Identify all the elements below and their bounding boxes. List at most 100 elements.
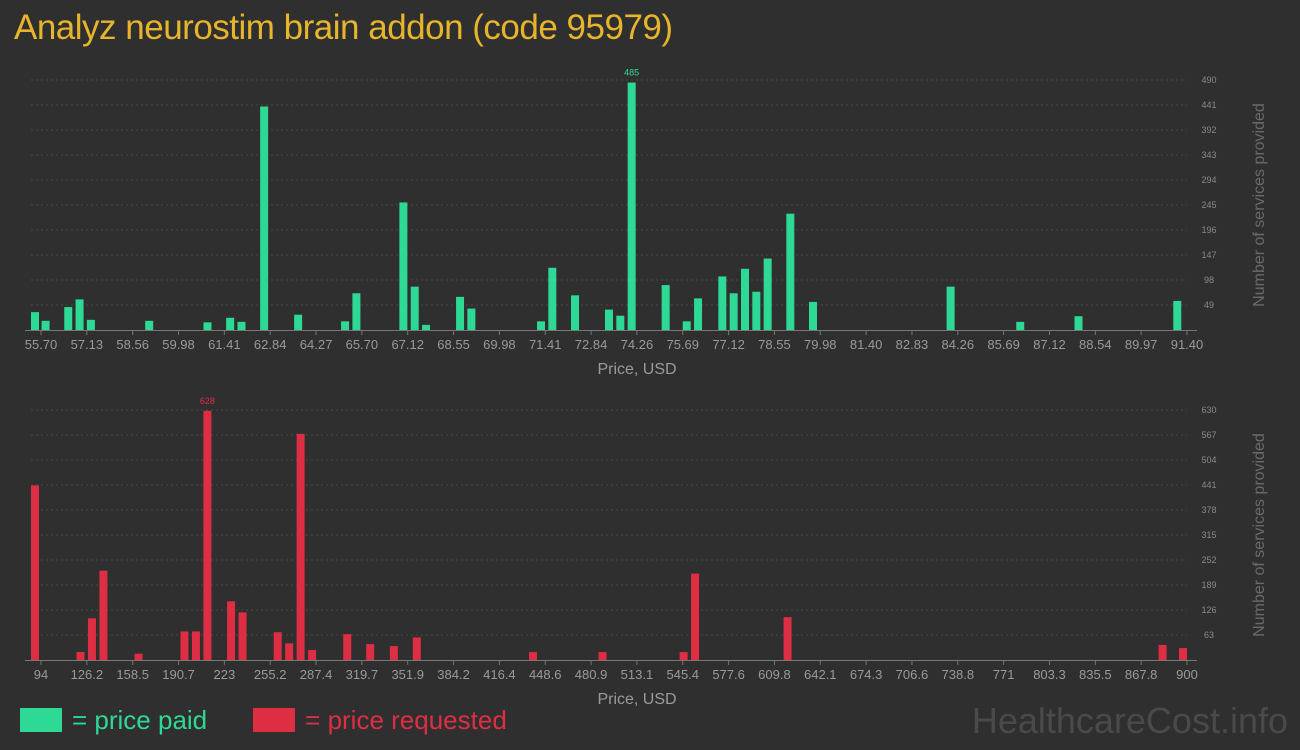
bar	[99, 570, 108, 660]
y-tick-label: 245	[1201, 200, 1216, 210]
x-tick-label: 79.98	[804, 337, 837, 352]
x-tick-label: 88.54	[1079, 337, 1112, 352]
x-tick-label: 65.70	[346, 337, 379, 352]
x-tick-label: 62.84	[254, 337, 287, 352]
x-tick-label: 319.7	[346, 667, 379, 682]
bar	[783, 617, 792, 660]
bar	[343, 634, 352, 660]
x-tick-label: 58.56	[116, 337, 149, 352]
bar	[691, 573, 700, 660]
x-tick-label: 61.41	[208, 337, 241, 352]
y-tick-label: 441	[1201, 480, 1216, 490]
x-tick-label: 81.40	[850, 337, 883, 352]
bar	[616, 315, 625, 330]
price-requested-chart: 63 126 189 252 315 378 441 504 567 630 94 126.2 158.…	[25, 396, 1268, 708]
bar	[237, 321, 246, 330]
x-tick-label: 77.12	[712, 337, 745, 352]
x-tick-label: 69.98	[483, 337, 516, 352]
x-tick-label: 126.2	[71, 667, 104, 682]
y-tick-label: 567	[1201, 430, 1216, 440]
x-tick-label: 867.8	[1125, 667, 1158, 682]
x-tick-label: 384.2	[437, 667, 470, 682]
bar	[134, 653, 143, 660]
x-tick-label: 609.8	[758, 667, 791, 682]
y-tick-label: 252	[1201, 555, 1216, 565]
bar	[661, 285, 670, 330]
legend-label-requested: = price requested	[305, 704, 507, 735]
bar	[366, 644, 375, 660]
y-tick-label: 392	[1201, 125, 1216, 135]
x-tick-label: 71.41	[529, 337, 562, 352]
x-tick-label: 577.6	[712, 667, 745, 682]
bar	[729, 293, 738, 330]
bar	[352, 293, 361, 330]
legend-item-paid: = price paid	[20, 705, 207, 736]
bar	[528, 652, 537, 660]
x-tick-label: 67.12	[391, 337, 424, 352]
x-tick-label: 55.70	[25, 337, 58, 352]
bar	[786, 213, 795, 330]
bar	[203, 410, 212, 660]
y-tick-label: 126	[1201, 605, 1216, 615]
bar	[456, 296, 465, 330]
y-tick-label: 490	[1201, 75, 1216, 85]
y-tick-label: 98	[1204, 275, 1214, 285]
legend-item-requested: = price requested	[253, 705, 507, 736]
legend: = price paid = price requested	[20, 702, 553, 738]
x-tick-label: 738.8	[942, 667, 975, 682]
bar	[389, 646, 398, 660]
x-tick-label: 91.40	[1171, 337, 1204, 352]
bar	[1173, 300, 1182, 330]
bar	[296, 433, 305, 660]
bar	[260, 106, 269, 330]
bar	[1016, 321, 1025, 330]
x-tick-label: 94	[34, 667, 48, 682]
x-tick-label: 642.1	[804, 667, 837, 682]
bar	[285, 643, 294, 660]
bar	[273, 632, 282, 660]
bar	[410, 286, 419, 330]
x-tick-label: 255.2	[254, 667, 287, 682]
x-axis-title: Price, USD	[597, 361, 676, 378]
bar	[75, 299, 84, 330]
x-tick-label: 75.69	[666, 337, 699, 352]
x-tick-label: 57.13	[71, 337, 104, 352]
bar	[946, 286, 955, 330]
x-tick-label: 89.97	[1125, 337, 1158, 352]
x-tick-label: 513.1	[621, 667, 654, 682]
bar	[752, 291, 761, 330]
bar	[294, 314, 303, 330]
bar	[682, 321, 691, 330]
x-tick-label: 74.26	[621, 337, 654, 352]
page-title: Analyz neurostim brain addon (code 95979…	[14, 8, 673, 47]
bar	[76, 652, 85, 660]
y-tick-label: 189	[1201, 580, 1216, 590]
bar	[809, 301, 817, 330]
watermark: HealthcareCost.info	[971, 700, 1288, 741]
legend-swatch-paid	[20, 708, 62, 732]
y-tick-label: 147	[1201, 250, 1216, 260]
x-tick-label: 416.4	[483, 667, 516, 682]
bar	[741, 268, 749, 330]
legend-label-paid: = price paid	[72, 704, 208, 735]
y-tick-label: 630	[1201, 405, 1216, 415]
y-tick-label: 504	[1201, 455, 1216, 465]
x-tick-label: 158.5	[116, 667, 149, 682]
bar	[64, 307, 73, 330]
x-tick-label: 545.4	[666, 667, 699, 682]
y-tick-label: 343	[1201, 150, 1216, 160]
bar	[87, 618, 96, 660]
bar	[145, 320, 154, 330]
bar	[341, 321, 350, 330]
bar	[694, 298, 703, 330]
y-axis-title: Number of services provided	[1251, 433, 1268, 637]
bar	[41, 320, 50, 330]
bar	[1158, 644, 1167, 660]
x-tick-label: 82.83	[896, 337, 929, 352]
x-tick-label: 87.12	[1033, 337, 1066, 352]
y-tick-label: 441	[1201, 100, 1216, 110]
x-tick-label: 900	[1176, 667, 1198, 682]
bar	[1074, 316, 1083, 330]
bar	[412, 637, 421, 660]
bar	[191, 631, 200, 660]
